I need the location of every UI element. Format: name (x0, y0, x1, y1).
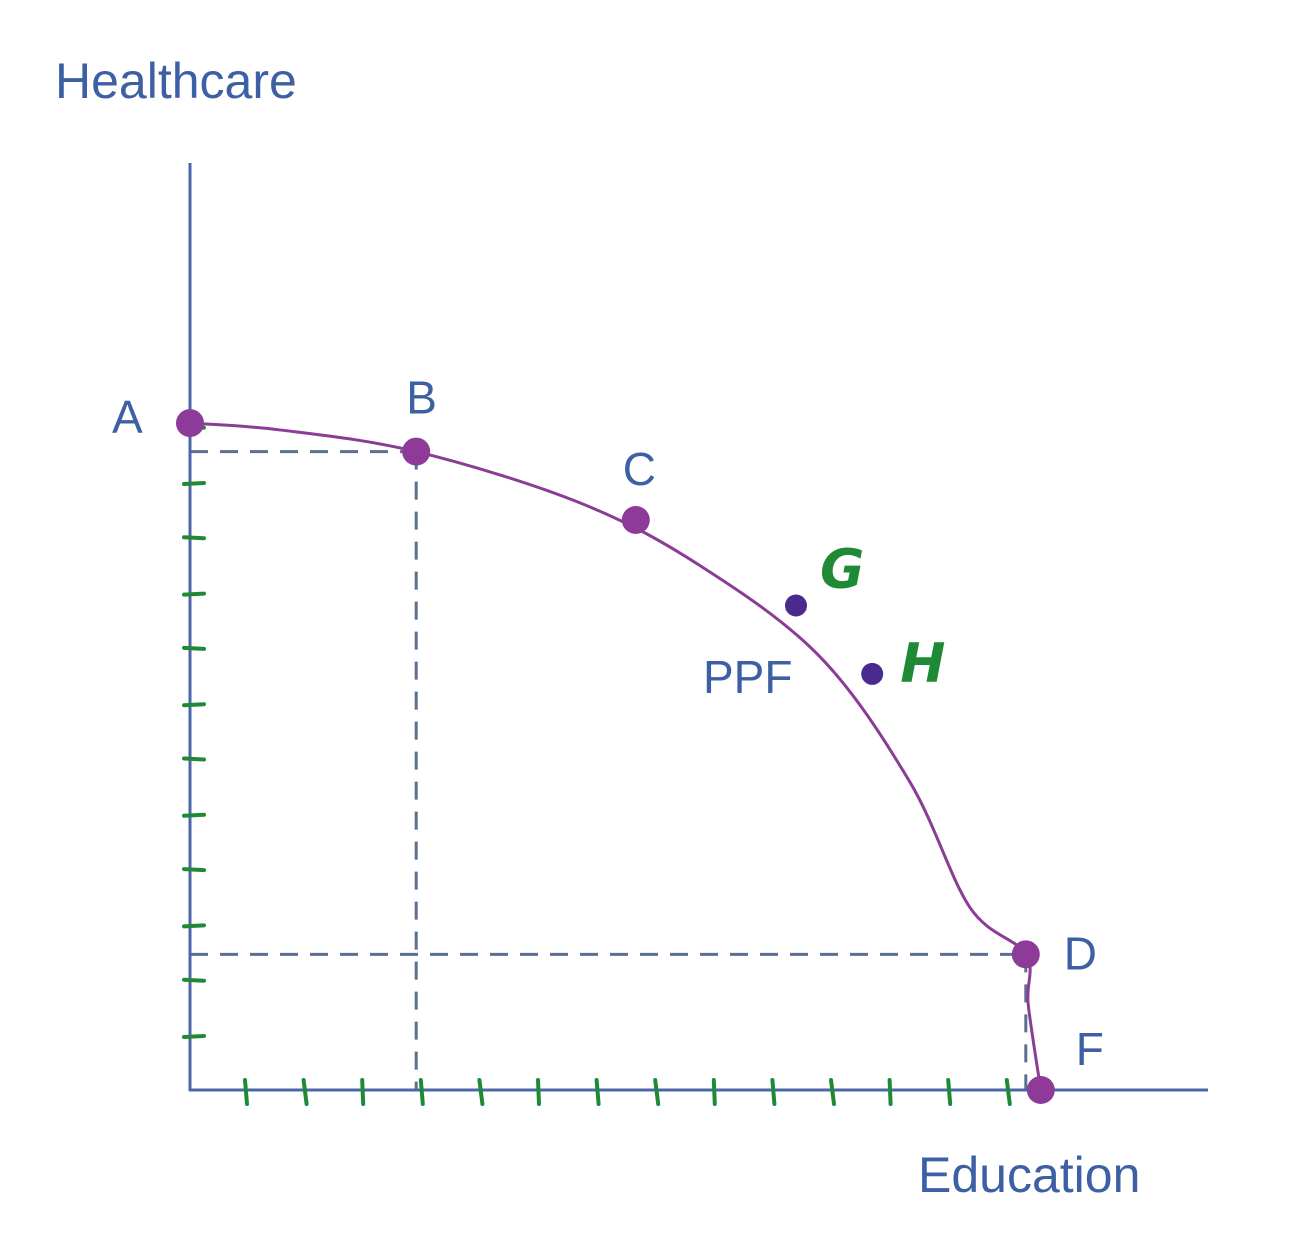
x-tick-mark (653, 1078, 661, 1106)
ppf-curve-layer (189, 421, 1043, 1091)
y-tick-mark (182, 645, 206, 651)
x-tick-mark (243, 1078, 249, 1106)
point-b-marker (402, 437, 431, 466)
x-tick-mark (477, 1078, 485, 1106)
point-a-label: A (112, 391, 143, 443)
x-tick-mark (1004, 1078, 1012, 1106)
y-tick-mark (182, 756, 206, 762)
y-tick-mark (182, 591, 206, 597)
x-tick-mark (829, 1078, 836, 1106)
x-tick-mark (770, 1078, 777, 1106)
point-g-label: G (820, 538, 864, 601)
point-c-marker (621, 506, 650, 534)
point-g-marker (785, 594, 807, 617)
x-tick-mark (887, 1078, 893, 1106)
axis-ticks (182, 424, 1012, 1106)
x-tick-mark (946, 1078, 953, 1106)
point-b-label: B (406, 372, 437, 424)
y-tick-mark (182, 977, 206, 983)
x-tick-mark (360, 1078, 366, 1106)
point-f-label: F (1076, 1023, 1104, 1075)
x-tick-mark (594, 1078, 601, 1106)
y-tick-mark (182, 867, 206, 873)
point-f-marker (1026, 1076, 1055, 1104)
curve-label-ppf: PPF (703, 651, 792, 703)
x-tick-mark (418, 1078, 425, 1106)
y-tick-mark (182, 535, 206, 541)
y-tick-mark (182, 812, 206, 818)
x-axis-title: Education (918, 1147, 1140, 1203)
axes (188, 163, 1208, 1092)
ppf-curve (189, 421, 1043, 1091)
point-d-label: D (1064, 927, 1097, 979)
x-tick-mark (301, 1078, 309, 1106)
reference-lines (190, 450, 1028, 1090)
y-tick-mark (182, 702, 206, 708)
x-tick-mark (536, 1078, 541, 1106)
point-h-marker (861, 662, 884, 685)
point-h-label: H (900, 632, 945, 695)
point-a-marker (176, 409, 204, 438)
y-axis-title: Healthcare (55, 53, 297, 109)
point-c-label: C (623, 443, 656, 495)
point-d-marker (1011, 940, 1040, 969)
ppf-points: A B C GH DF (112, 372, 1104, 1104)
y-tick-mark (182, 923, 206, 929)
y-tick-mark (182, 481, 206, 486)
y-tick-mark (182, 1034, 206, 1039)
x-tick-mark (711, 1078, 717, 1106)
